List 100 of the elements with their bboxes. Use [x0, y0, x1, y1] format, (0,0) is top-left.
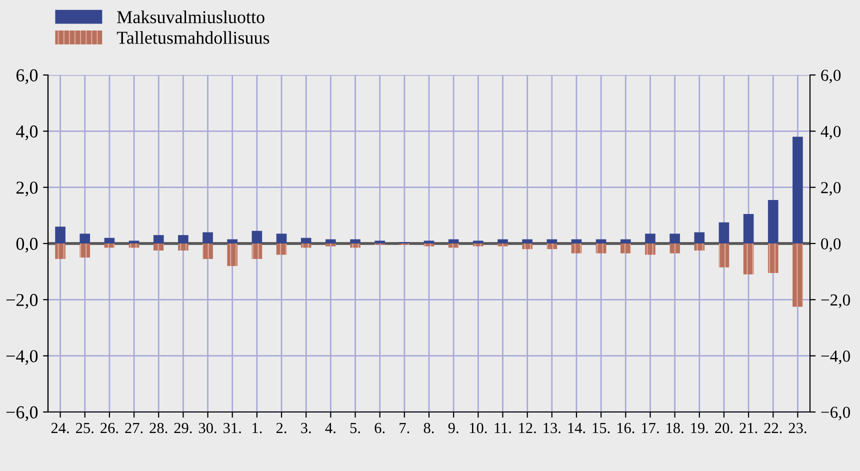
bar [276, 244, 287, 255]
y-tick-label: 6,0 [16, 69, 38, 84]
x-tick-label: 21. [740, 422, 758, 434]
bar [104, 244, 115, 248]
x-tick-label: 25. [76, 422, 94, 434]
x-tick-label: 1. [252, 422, 262, 434]
y2-tick-label: −4,0 [821, 350, 850, 364]
bar [448, 239, 459, 244]
bar [104, 238, 115, 244]
bar [546, 244, 558, 250]
x-tick-label: 30. [198, 422, 216, 434]
bar [645, 244, 656, 255]
bar [498, 244, 508, 246]
bar [153, 244, 164, 251]
y-tick-label: −2,0 [6, 294, 38, 309]
bar [350, 244, 360, 248]
x-tick-label: 22. [764, 422, 782, 434]
bar [498, 239, 508, 244]
y-tick-label: −6,0 [6, 406, 38, 422]
x-tick-label: 15. [592, 422, 610, 434]
x-tick-label: 10. [470, 422, 487, 434]
x-tick-label: 7. [400, 423, 410, 434]
bar [202, 232, 213, 244]
bar [546, 239, 558, 244]
y2-tick-label: −2,0 [821, 294, 850, 308]
bar [670, 244, 680, 254]
bar [694, 232, 705, 244]
bar [202, 244, 213, 259]
bar [768, 244, 778, 273]
x-tick-label: 9. [448, 422, 458, 434]
bar [350, 239, 360, 244]
x-tick-label: 29. [174, 422, 192, 434]
legend-label: Maksuvalmiusluotto [117, 10, 264, 24]
bar [153, 235, 164, 244]
bar [571, 244, 582, 254]
bar [178, 244, 188, 251]
bar [596, 239, 606, 244]
bar [227, 239, 238, 244]
x-tick-label: 18. [666, 422, 684, 434]
bar [473, 240, 484, 244]
bar [596, 244, 606, 254]
x-tick-label: 19. [691, 422, 708, 434]
x-tick-label: 2. [276, 422, 286, 434]
bar [326, 239, 336, 244]
x-tick-label: 12. [519, 422, 536, 434]
x-tick-label: 26. [100, 422, 118, 434]
bar [80, 234, 90, 244]
bar [55, 244, 66, 259]
bar [80, 244, 90, 258]
y2-tick-label: 4,0 [820, 126, 841, 140]
bar [252, 230, 262, 244]
bar [718, 244, 730, 268]
x-tick-label: 24. [51, 422, 69, 434]
x-tick-label: 17. [642, 422, 659, 434]
y2-tick-label: −6,0 [821, 406, 850, 420]
y-tick-label: 0,0 [16, 238, 38, 253]
y-tick-label: 2,0 [16, 182, 38, 196]
bar [276, 234, 287, 244]
legend-label: Talletusmahdollisuus [116, 31, 270, 44]
bar [718, 222, 730, 244]
x-tick-label: 28. [150, 422, 168, 434]
x-tick-label: 13. [544, 422, 560, 434]
bar [128, 244, 140, 248]
bar [571, 239, 582, 244]
x-tick-label: 11. [494, 422, 511, 434]
bar [743, 244, 754, 274]
bar [792, 136, 803, 244]
y-tick-label: 4,0 [16, 125, 38, 140]
bar [522, 244, 532, 250]
x-tick-label: 31. [224, 422, 241, 434]
x-tick-label: 8. [424, 422, 434, 434]
y2-tick-label: 0,0 [821, 238, 841, 252]
x-tick-label: 16. [617, 422, 634, 434]
bar [620, 239, 631, 244]
bar [743, 214, 754, 244]
bar [178, 235, 188, 244]
bar [645, 234, 656, 244]
bar [128, 240, 140, 244]
y2-tick-label: 2,0 [821, 182, 841, 196]
bar [227, 244, 238, 266]
y2-tick-label: 6,0 [821, 70, 841, 84]
bar [620, 244, 631, 254]
x-tick-label: 4. [325, 422, 336, 434]
bar [792, 244, 803, 307]
bar [252, 244, 262, 259]
bar [424, 240, 434, 244]
bar [300, 244, 312, 248]
bar [326, 244, 336, 246]
bar [473, 244, 484, 246]
x-tick-label: 23. [788, 422, 806, 434]
bar [55, 226, 66, 244]
x-tick-label: 5. [350, 423, 360, 434]
bar [448, 244, 459, 248]
x-tick-label: 3. [301, 422, 311, 434]
bar [300, 238, 312, 244]
x-tick-label: 6. [374, 422, 385, 434]
bar [768, 200, 778, 244]
bar [670, 234, 680, 244]
y-tick-label: −4,0 [6, 350, 38, 365]
x-tick-label: 14. [568, 422, 586, 434]
